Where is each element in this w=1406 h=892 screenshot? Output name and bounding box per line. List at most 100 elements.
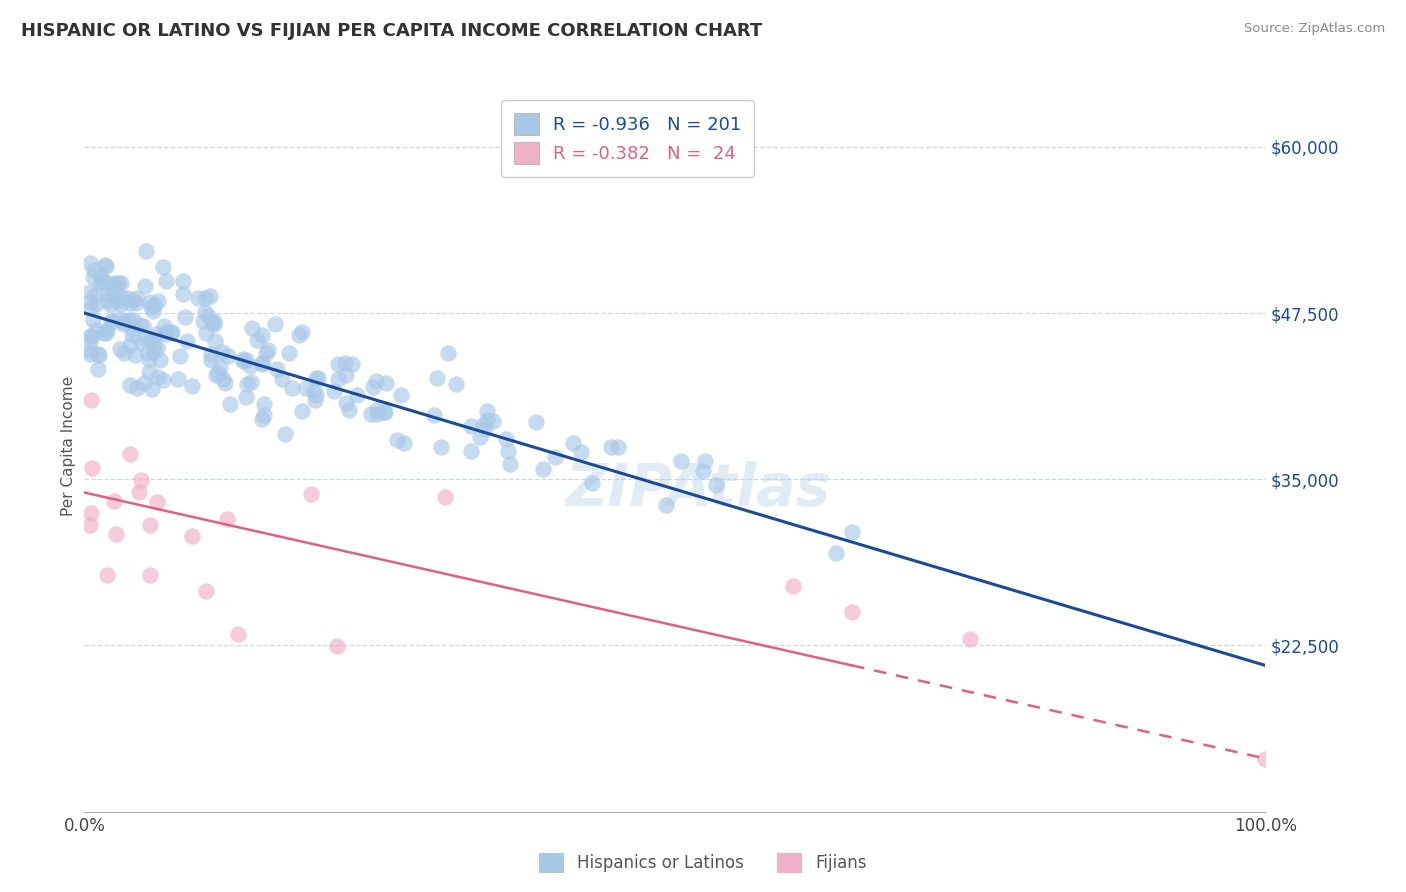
Point [959, 632, 981, 646]
Point [143, 345, 166, 359]
Point [214, 376, 236, 390]
Point [200, 289, 222, 303]
Point [375, 376, 398, 390]
Point [195, 326, 218, 341]
Point [301, 487, 323, 501]
Point [581, 475, 603, 490]
Point [217, 349, 239, 363]
Point [132, 376, 155, 390]
Point [127, 291, 149, 305]
Point [80, 392, 103, 407]
Point [129, 474, 152, 488]
Point [129, 318, 152, 332]
Point [146, 342, 169, 356]
Point [531, 462, 554, 476]
Point [87, 362, 110, 376]
Point [374, 405, 396, 419]
Legend: Hispanics or Latinos, Fijians: Hispanics or Latinos, Fijians [531, 847, 875, 880]
Point [1254, 751, 1277, 765]
Point [335, 368, 357, 382]
Point [257, 343, 280, 357]
Point [250, 357, 273, 371]
Point [201, 316, 224, 330]
Point [474, 422, 496, 436]
Point [202, 313, 225, 327]
Point [139, 518, 162, 533]
Point [91, 326, 114, 341]
Point [226, 626, 249, 640]
Point [246, 334, 269, 348]
Point [253, 409, 276, 423]
Point [200, 347, 222, 361]
Point [655, 498, 678, 512]
Point [281, 381, 304, 395]
Point [782, 579, 804, 593]
Point [79, 256, 101, 270]
Point [115, 291, 138, 305]
Point [366, 374, 388, 388]
Point [82, 312, 104, 326]
Point [112, 346, 135, 360]
Point [254, 346, 277, 360]
Point [172, 287, 194, 301]
Point [326, 639, 349, 653]
Point [110, 297, 132, 311]
Point [360, 407, 382, 421]
Point [121, 328, 143, 343]
Point [240, 320, 263, 334]
Point [160, 325, 183, 339]
Point [80, 343, 103, 358]
Point [305, 388, 328, 402]
Point [176, 334, 198, 348]
Point [101, 314, 124, 328]
Point [194, 291, 217, 305]
Point [110, 312, 132, 326]
Point [468, 430, 491, 444]
Point [841, 524, 863, 539]
Point [291, 404, 314, 418]
Point [84, 296, 107, 310]
Point [180, 528, 202, 542]
Point [495, 433, 517, 447]
Point [120, 337, 142, 351]
Point [235, 353, 257, 368]
Point [482, 413, 505, 427]
Point [122, 313, 145, 327]
Point [232, 353, 254, 368]
Point [422, 408, 444, 422]
Point [477, 413, 499, 427]
Point [132, 318, 155, 333]
Point [79, 329, 101, 343]
Point [87, 347, 110, 361]
Point [90, 276, 112, 290]
Point [337, 402, 360, 417]
Point [139, 300, 162, 314]
Point [153, 327, 176, 342]
Point [79, 517, 101, 532]
Point [361, 380, 384, 394]
Point [107, 294, 129, 309]
Point [79, 301, 101, 315]
Point [232, 352, 254, 367]
Point [524, 415, 547, 429]
Point [87, 348, 110, 362]
Point [90, 274, 112, 288]
Point [197, 309, 219, 323]
Point [96, 567, 118, 582]
Point [120, 378, 142, 392]
Point [127, 381, 149, 395]
Point [107, 277, 129, 291]
Point [236, 376, 259, 391]
Point [825, 546, 848, 560]
Point [94, 326, 117, 341]
Point [305, 371, 328, 385]
Text: ZIPAtlas: ZIPAtlas [565, 461, 831, 518]
Point [205, 368, 228, 382]
Point [209, 359, 232, 374]
Point [173, 310, 195, 325]
Point [80, 461, 103, 475]
Point [544, 450, 567, 464]
Point [181, 379, 204, 393]
Point [250, 411, 273, 425]
Point [172, 274, 194, 288]
